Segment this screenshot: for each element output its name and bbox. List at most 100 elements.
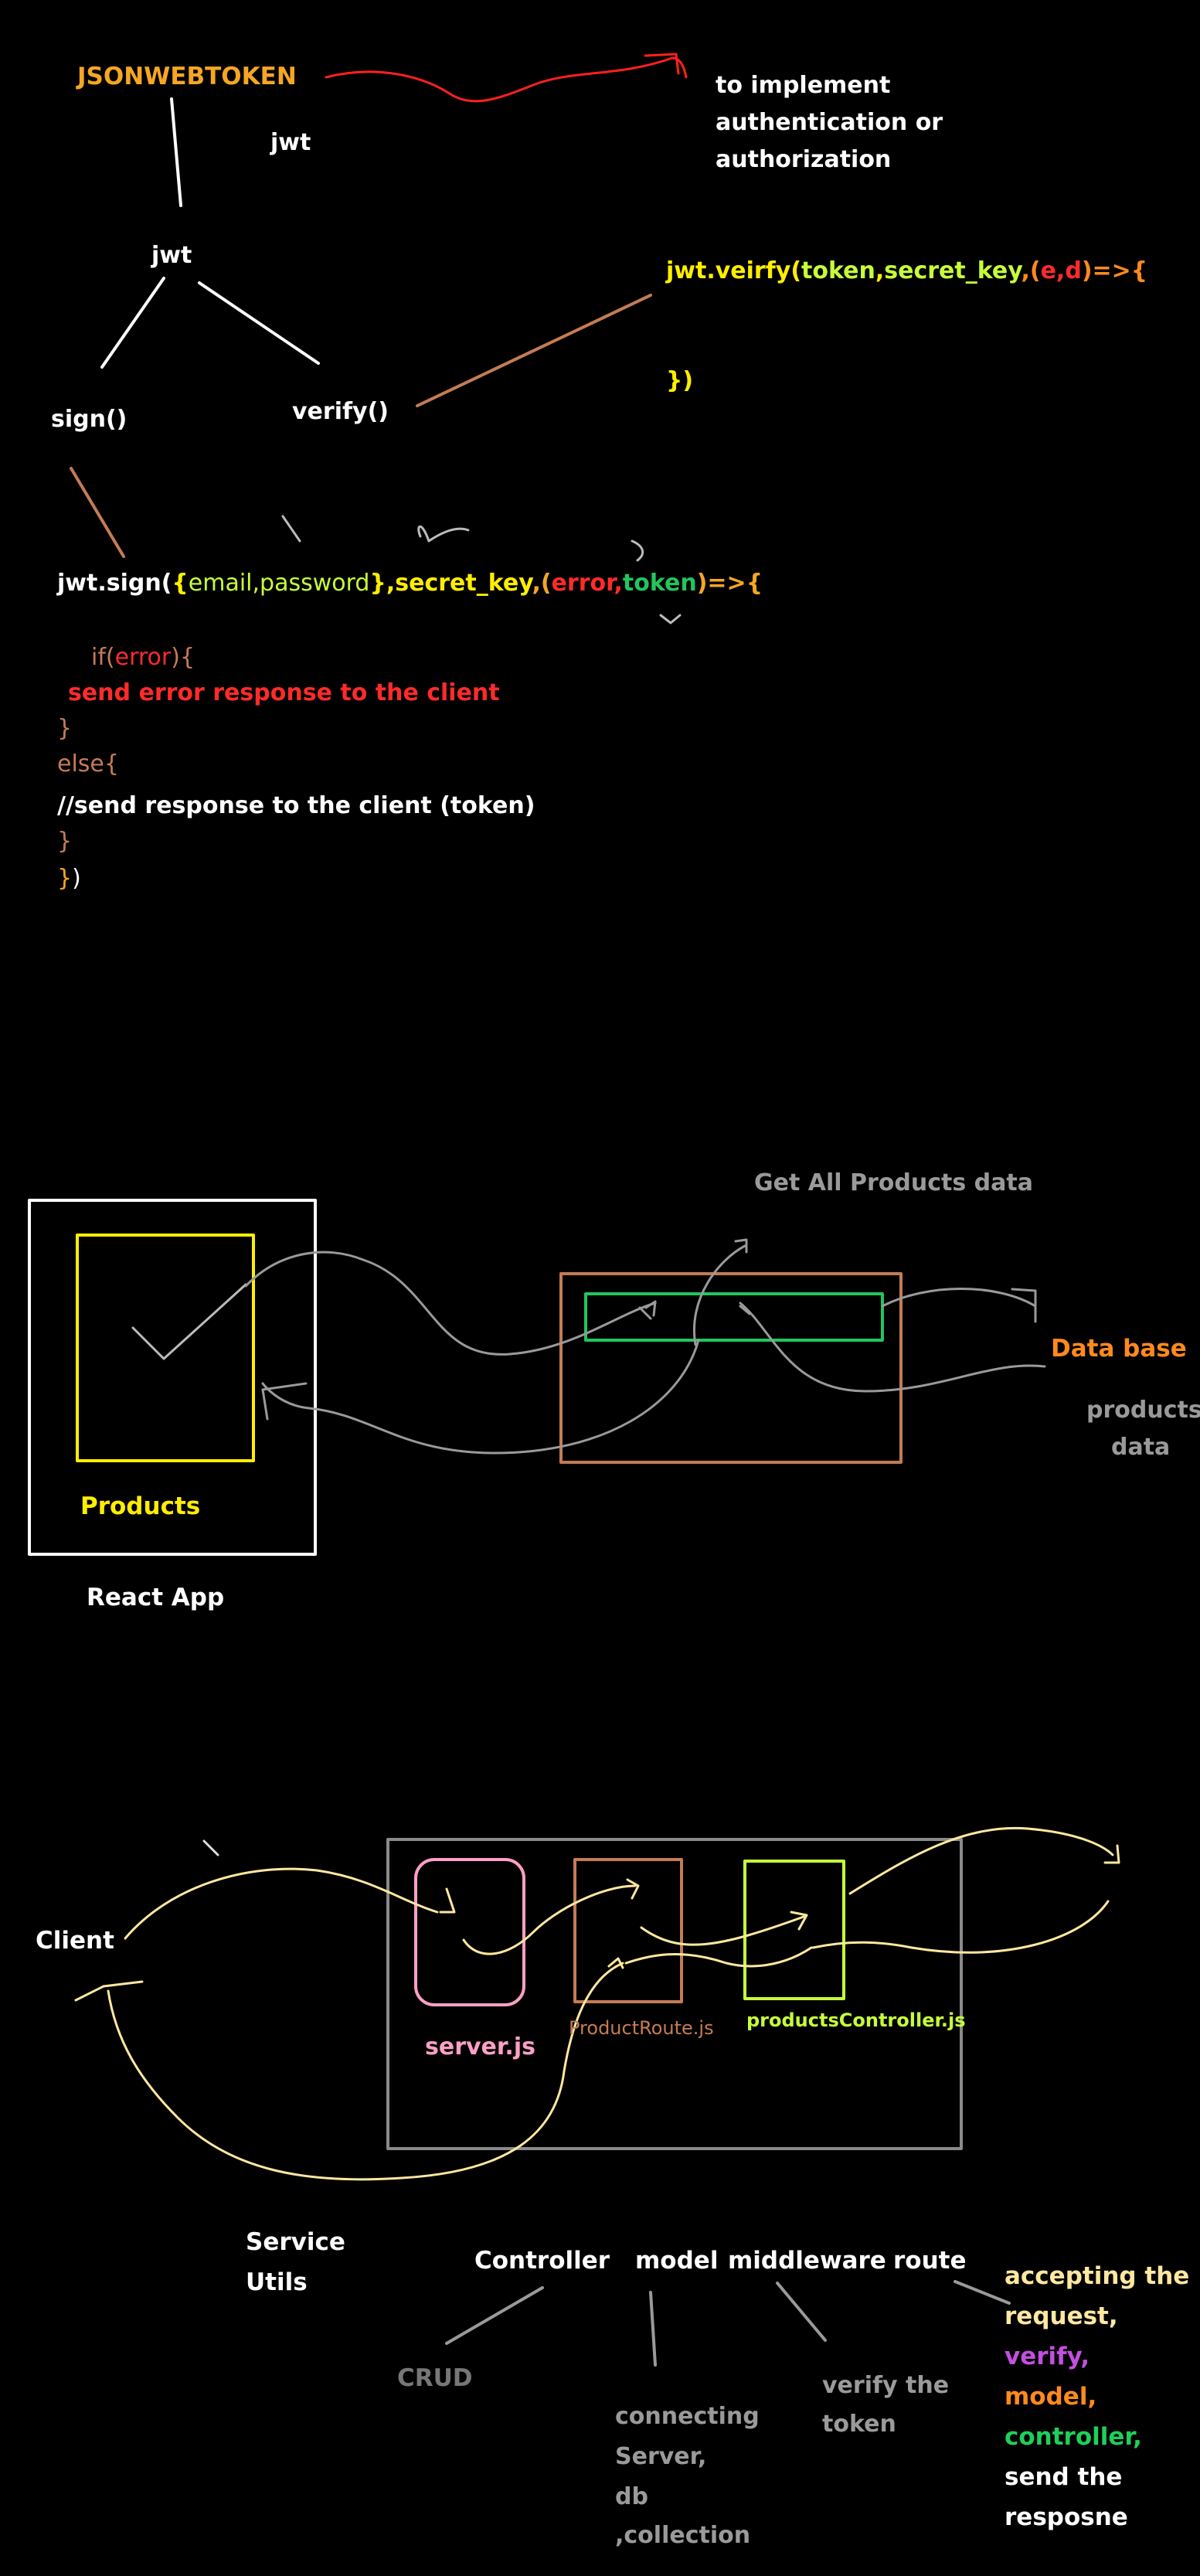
sign-code-brace-close: } (369, 570, 386, 597)
mark-6 (607, 1957, 624, 1969)
sign-code-comma-2: , (614, 570, 623, 597)
note-line-2: authentication or (716, 109, 943, 136)
mark-5 (202, 1839, 219, 1856)
route-note-line-6: send the (1005, 2463, 1123, 2491)
sign-code-if-close: ){ (171, 644, 195, 671)
node-jwt: jwt (151, 242, 192, 269)
client-label: Client (36, 1927, 114, 1955)
sign-code-token: token (622, 570, 697, 597)
model-note-line-1: connecting (615, 2403, 760, 2430)
products-box (76, 1234, 255, 1462)
verify-code-d: d (1065, 257, 1082, 284)
sign-code-brace-open: { (172, 570, 189, 597)
route-arrow (626, 1878, 640, 1900)
db-arrow (1011, 1288, 1037, 1323)
route-note-line-3: verify, (1005, 2343, 1090, 2370)
route-box (573, 1858, 683, 2003)
verify-code-line-1: jwt.veirfy(token,secret_key,(e,d)=>{ (666, 260, 1147, 283)
get-products-label: Get All Products data (754, 1169, 1033, 1196)
sign-code-arrow: )=>{ (696, 570, 763, 597)
client-arrow (74, 1980, 144, 2002)
title-jsonwebtoken: JSONWEBTOKEN (77, 63, 297, 90)
layer-model: model (635, 2247, 719, 2275)
react-app-label: React App (87, 1584, 225, 1611)
db-note-line-1: products (1086, 1397, 1200, 1424)
sign-code-line-4: } (57, 715, 73, 742)
crud-label: CRUD (397, 2364, 473, 2392)
sign-to-code-line (70, 467, 125, 558)
sign-code-if: if( (91, 644, 115, 671)
server-js-label: server.js (425, 2033, 535, 2060)
verify-code-arrow: )=>{ (1081, 257, 1148, 284)
verify-code-e: e (1040, 257, 1056, 284)
verify-code-paren: ,( (1021, 257, 1041, 284)
node-verify: verify() (292, 398, 389, 425)
sign-code-error: error (551, 570, 614, 597)
backend-box (386, 1838, 963, 2150)
route-label: ProductRoute.js (569, 2017, 714, 2039)
server-box (559, 1272, 903, 1464)
model-note-line-3: db (615, 2483, 648, 2510)
db-curve-2 (881, 1288, 1037, 1308)
controller-to-crud-line (445, 2286, 544, 2345)
route-note-line-4: model, (1005, 2383, 1097, 2411)
sign-code-close-paren: ) (72, 865, 81, 892)
model-to-note-line (649, 2291, 657, 2367)
note-line-3: authorization (716, 146, 892, 173)
request-arrow (644, 1300, 657, 1317)
title-bracket-stroke (644, 53, 680, 75)
products-label: Products (80, 1492, 201, 1520)
abbr-jwt: jwt (270, 129, 311, 156)
layer-route: route (893, 2247, 967, 2275)
route-return (107, 1962, 624, 2181)
note-line-1: to implement (716, 72, 891, 99)
mark-3 (631, 539, 644, 562)
react-app-box (28, 1199, 317, 1556)
client-request-curve (124, 1867, 439, 1940)
mark-2 (417, 525, 470, 543)
sign-code-line-2: if(error){ (91, 646, 195, 669)
route-note-line-5: controller, (1005, 2423, 1142, 2451)
controller-to-db (848, 1826, 1114, 1895)
verify-to-code-line (416, 294, 652, 407)
sign-code-if-error: error (114, 644, 172, 671)
sign-code-fn: jwt.sign( (57, 570, 172, 597)
verify-code-comma-2: , (1056, 257, 1066, 284)
verify-code-line-2: }) (666, 367, 694, 394)
server-to-route (462, 1884, 637, 1955)
sign-code-paren: ,( (532, 570, 552, 597)
sign-code-line-6: //send response to the client (token) (57, 792, 535, 819)
mark-1 (281, 515, 301, 543)
server-js-box (414, 1858, 525, 2006)
verify-code-comma-1: , (875, 257, 885, 284)
check-mark (131, 1283, 247, 1360)
verify-code-fn: jwt.veirfy( (666, 257, 802, 284)
database-label: Data base (1051, 1335, 1187, 1363)
bar-tick-2 (739, 1305, 751, 1315)
sign-code-payload: email,password (188, 570, 370, 597)
response-curve (261, 1339, 700, 1455)
bar-tick-1 (638, 1306, 652, 1320)
sign-code-line-5: else{ (57, 750, 119, 778)
route-to-note-line (954, 2280, 1011, 2305)
server-arrow (439, 1887, 456, 1914)
request-curve (244, 1251, 657, 1356)
db-note-line-2: data (1111, 1434, 1171, 1461)
response-arrow (261, 1382, 308, 1421)
db-curve (739, 1302, 1046, 1393)
middleware-note-line-2: token (822, 2411, 896, 2438)
mark-4 (659, 614, 682, 624)
utils-label: Utils (246, 2268, 308, 2296)
service-label: Service (246, 2228, 345, 2256)
middleware-to-note-line (776, 2282, 827, 2342)
layer-middleware: middleware (728, 2247, 886, 2275)
up-curve (693, 1244, 746, 1346)
sign-code-line-1: jwt.sign({email,password},secret_key,(er… (57, 572, 763, 595)
api-bar (584, 1292, 884, 1342)
model-note-line-2: Server, (615, 2443, 707, 2470)
sign-code-comma-1: , (386, 570, 396, 597)
middleware-note-line-1: verify the (822, 2372, 950, 2399)
sign-code-secret: secret_key (395, 570, 532, 597)
route-to-controller (640, 1915, 805, 1946)
